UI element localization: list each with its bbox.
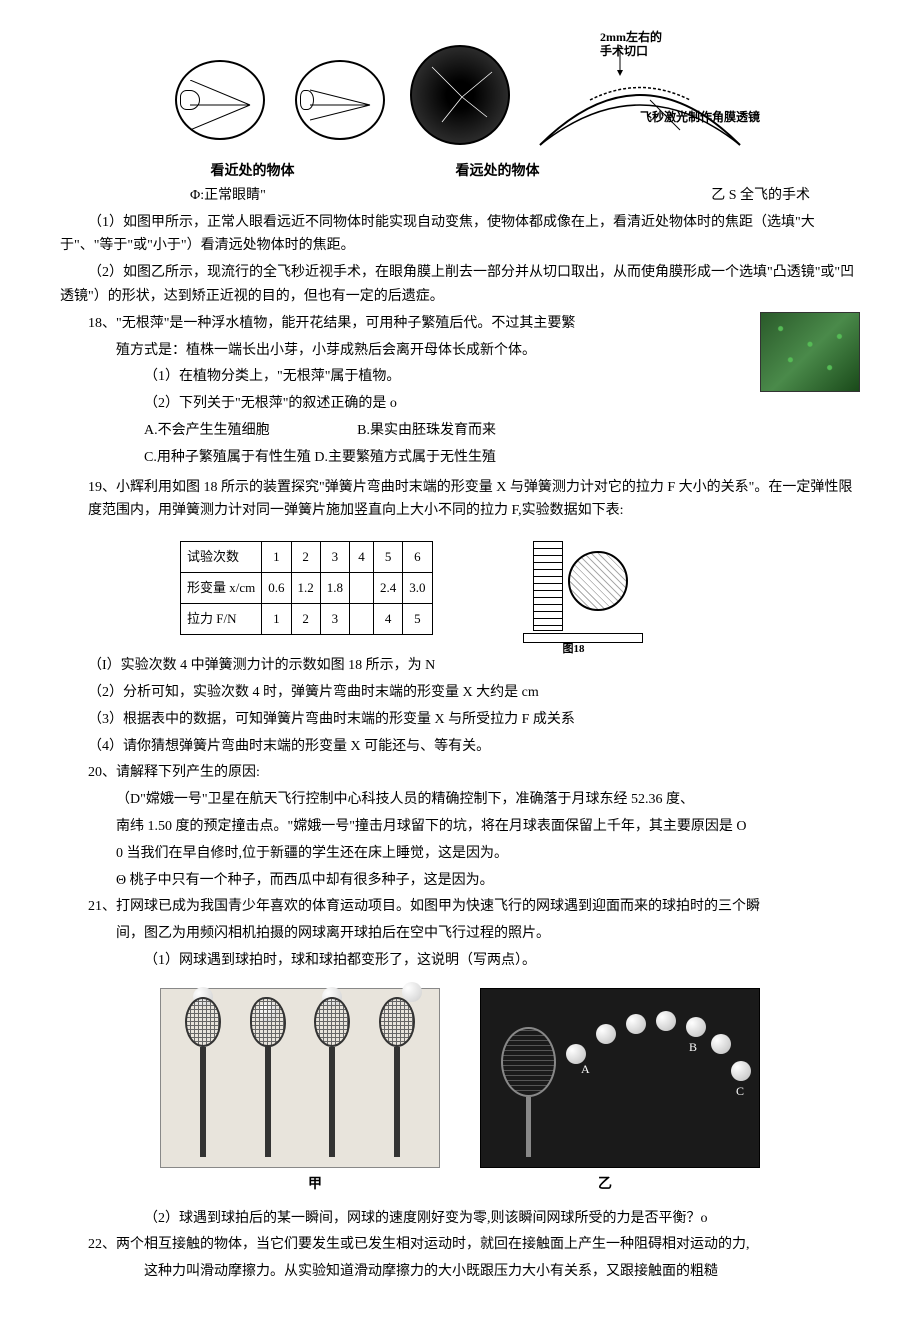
q18-stem2: 殖方式是：植株一端长出小芽，小芽成熟后会离开母体长成新个体。 [60,339,860,363]
q17-sub2: （2）如图乙所示，现流行的全飞秒近视手术，在眼角膜上削去一部分并从切口取出，从而… [60,261,860,309]
table-data-cell: 5 [374,542,403,573]
q18-optB: B.果实由胚珠发育而来 [357,423,496,438]
table-data-cell: 2.4 [374,573,403,604]
ball-label-c: C [736,1081,744,1101]
figure-labels: Φ:正常眼睛" 乙 S 全飞的手术 [60,184,860,208]
q18-options-ab: A.不会产生生殖细胞 B.果实由胚珠发育而来 [60,419,860,443]
q18-sub1: （1）在植物分类上，"无根萍"属于植物。 [60,365,860,389]
table-data-cell: 4 [350,542,374,573]
q20-stem: 20、请解释下列产生的原因: [60,761,860,785]
caption-jia: 甲 [308,1173,322,1197]
tennis-figure-row: A B C [60,988,860,1168]
table-header-cell: 形变量 x/cm [181,573,262,604]
duckweed-image [760,312,860,392]
q20-p3: 0 当我们在早自修时,位于新疆的学生还在床上睡觉，这是因为。 [60,842,860,866]
caption-near: 看近处的物体 [211,160,295,184]
table-data-cell: 3 [320,604,349,635]
table-data-cell: 1 [262,604,291,635]
q17-sub1: （1）如图甲所示，正常人眼看远近不同物体时能实现自动变焦，使物体都成像在上，看清… [60,211,860,259]
device-caption: 图18 [563,640,585,659]
table-row: 形变量 x/cm0.61.21.8 2.43.0 [181,573,433,604]
annotation-laser: 飞秒激光制作角膜透镜 [640,107,760,127]
q19-sub4: （4）请你猜想弹簧片弯曲时末端的形变量 X 可能还与、等有关。 [60,735,860,759]
table-data-cell: 4 [374,604,403,635]
table-row: 拉力 F/N12345 [181,604,433,635]
table-data-cell: 1.2 [291,573,320,604]
eye-captions: 看近处的物体 看远处的物体 [60,160,860,184]
surgery-arc-diagram: 2mm左右的 手术切口 飞秒激光制作角膜透镜 [530,45,750,145]
eye-far-diagram [290,55,390,145]
eye-near-diagram [170,55,270,145]
q18-optA: A.不会产生生殖细胞 [144,423,270,438]
q21-sub1: （1）网球遇到球拍时，球和球拍都变形了，这说明（写两点）。 [60,949,860,973]
q19-sub2: （2）分析可知，实验次数 4 时，弹簧片弯曲时末端的形变量 X 大约是 cm [60,681,860,705]
q19-stem: 19、小辉利用如图 18 所示的装置探究"弹簧片弯曲时末端的形变量 X 与弹簧测… [60,476,860,524]
q19-sub3: （3）根据表中的数据，可知弹簧片弯曲时末端的形变量 X 与所受拉力 F 成关系 [60,708,860,732]
table-data-cell: 2 [291,604,320,635]
table-data-cell: 1 [262,542,291,573]
q20-p2: 南纬 1.50 度的预定撞击点。"嫦娥一号"撞击月球留下的坑，将在月球表面保留上… [60,815,860,839]
table-data-cell: 2 [291,542,320,573]
q18-sub2: （2）下列关于"无根萍"的叙述正确的是 o [60,392,860,416]
q20-p4: Θ 桃子中只有一个种子，而西瓜中却有很多种子，这是因为。 [60,869,860,893]
table-header-cell: 试验次数 [181,542,262,573]
table-data-cell [350,573,374,604]
label-yi: 乙 S 全飞的手术 [711,184,810,208]
q22-stem2: 这种力叫滑动摩擦力。从实验知道滑动摩擦力的大小既跟压力大小有关系，又跟接触面的粗… [60,1260,860,1284]
ball-label-a: A [581,1059,590,1079]
q22-stem: 22、两个相互接触的物体，当它们要发生或已发生相对运动时，就回在接触面上产生一种… [60,1233,860,1257]
tennis-yi-image: A B C [480,988,760,1168]
table-data-cell [350,604,374,635]
table-row: 试验次数123456 [181,542,433,573]
q18-optCD: C.用种子繁殖属于有性生殖 D.主要繁殖方式属于无性生殖 [60,446,860,470]
surgery-circle-diagram [410,45,510,145]
table-data-cell: 1.8 [320,573,349,604]
table-header-cell: 拉力 F/N [181,604,262,635]
q19-table-device-row: 试验次数123456形变量 x/cm0.61.21.82.43.0拉力 F/N1… [60,526,860,651]
table-data-cell: 3 [320,542,349,573]
annotation-incision: 手术切口 [600,41,648,61]
q19-sub1: （I）实验次数 4 中弹簧测力计的示数如图 18 所示，为 N [60,654,860,678]
table-data-cell: 0.6 [262,573,291,604]
q21-stem2: 间，图乙为用频闪相机拍摄的网球离开球拍后在空中飞行过程的照片。 [60,922,860,946]
q21-stem: 21、打网球已成为我国青少年喜欢的体育运动项目。如图甲为快速飞行的网球遇到迎面而… [60,895,860,919]
q19-data-table: 试验次数123456形变量 x/cm0.61.21.82.43.0拉力 F/N1… [180,541,433,635]
label-jia: Φ:正常眼睛" [190,184,266,208]
spring-device-diagram: 图18 [513,541,653,651]
tennis-captions: 甲 乙 [60,1173,860,1197]
ball-label-b: B [689,1037,697,1057]
eye-surgery-figure: 2mm左右的 手术切口 飞秒激光制作角膜透镜 [60,45,860,145]
caption-far: 看远处的物体 [456,160,540,184]
table-data-cell: 3.0 [403,573,432,604]
table-data-cell: 5 [403,604,432,635]
tennis-jia-image [160,988,440,1168]
table-data-cell: 6 [403,542,432,573]
q18-stem: 18、"无根萍"是一种浮水植物，能开花结果，可用种子繁殖后代。不过其主要繁 [60,312,860,336]
caption-yi: 乙 [598,1173,612,1197]
q20-p1: （D"嫦娥一号"卫星在航天飞行控制中心科技人员的精确控制下，准确落于月球东经 5… [60,788,860,812]
q21-sub2: （2）球遇到球拍后的某一瞬间，网球的速度刚好变为零,则该瞬间网球所受的力是否平衡… [60,1207,860,1231]
